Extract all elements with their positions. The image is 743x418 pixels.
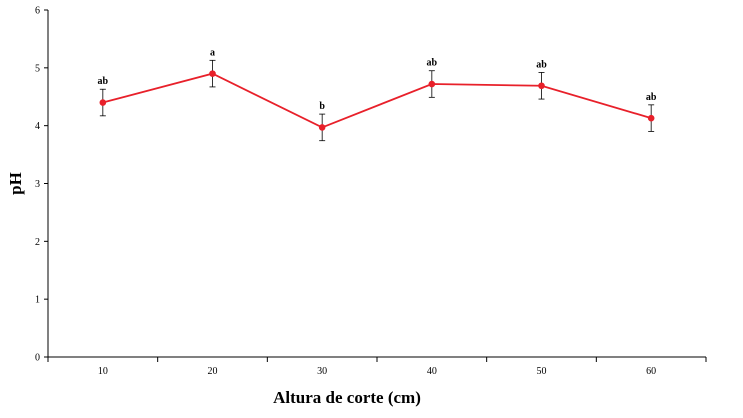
data-point bbox=[99, 99, 107, 106]
y-tick-label: 4 bbox=[35, 121, 40, 132]
y-tick-label: 3 bbox=[35, 179, 40, 190]
data-point bbox=[428, 80, 436, 88]
y-axis-title: pH bbox=[6, 172, 25, 195]
x-tick-label: 30 bbox=[317, 366, 327, 377]
x-tick-label: 60 bbox=[646, 366, 656, 377]
x-tick-label: 10 bbox=[98, 366, 108, 377]
data-point bbox=[538, 82, 545, 90]
significance-label: a bbox=[210, 47, 215, 58]
y-tick-label: 2 bbox=[35, 237, 40, 248]
significance-label: b bbox=[319, 101, 325, 112]
x-tick-label: 40 bbox=[427, 366, 437, 377]
significance-label: ab bbox=[646, 92, 657, 103]
y-tick-label: 0 bbox=[35, 353, 40, 364]
x-tick-label: 20 bbox=[208, 366, 218, 377]
y-tick-label: 5 bbox=[35, 63, 40, 74]
series-line bbox=[102, 72, 652, 129]
data-point bbox=[647, 114, 655, 122]
data-point bbox=[209, 70, 216, 77]
x-tick-label: 50 bbox=[537, 366, 547, 377]
x-axis-title: Altura de corte (cm) bbox=[273, 388, 421, 407]
y-tick-label: 1 bbox=[35, 295, 40, 306]
significance-label: ab bbox=[427, 58, 438, 69]
significance-label: ab bbox=[98, 76, 109, 87]
y-tick-label: 6 bbox=[35, 6, 40, 17]
significance-label: ab bbox=[536, 59, 547, 70]
data-point bbox=[318, 124, 326, 131]
axes: 0 1 2 3 4 5 6 10 20 30 40 50 60 bbox=[35, 6, 707, 377]
